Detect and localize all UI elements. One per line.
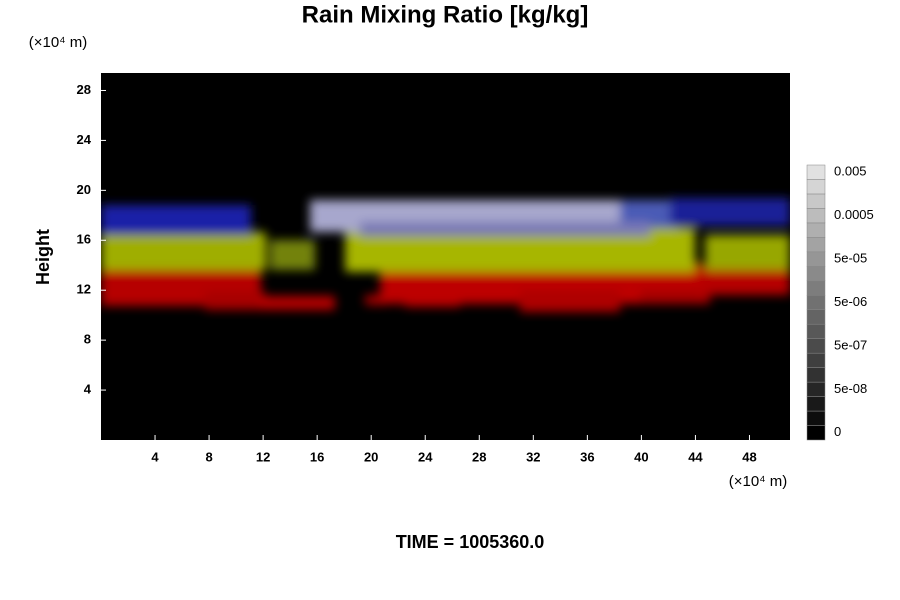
colorbar-segment: [806, 352, 826, 368]
x-tick-label: 4: [151, 449, 159, 464]
y-tick-label: 8: [84, 332, 91, 347]
x-tick-label: 28: [472, 449, 486, 464]
colorbar-segment: [806, 280, 826, 296]
colorbar-segment: [806, 295, 826, 310]
colorbar-segment: [806, 237, 826, 253]
time-label: TIME = 1005360.0: [396, 532, 545, 552]
colorbar-segment: [806, 410, 826, 426]
x-tick-label: 16: [310, 449, 324, 464]
colorbar-segment: [806, 179, 826, 195]
field-shading: [101, 198, 790, 312]
colorbar-segment: [806, 323, 826, 339]
colorbar-segment: [806, 381, 826, 397]
x-tick-label: 24: [418, 449, 433, 464]
y-tick-label: 4: [84, 382, 92, 397]
y-tick-label: 20: [77, 182, 91, 197]
y-tick-label: 12: [77, 282, 91, 297]
colorbar-segment: [806, 396, 826, 412]
x-tick-label: 8: [205, 449, 212, 464]
colorbar-segment: [806, 266, 826, 282]
colorbar-segment: [806, 367, 826, 383]
y-axis-label: Height: [33, 229, 53, 285]
x-tick-label: 32: [526, 449, 540, 464]
x-tick-label: 20: [364, 449, 378, 464]
x-tick-label: 44: [688, 449, 703, 464]
colorbar-label: 0.005: [834, 164, 867, 179]
y-tick-label: 16: [77, 232, 91, 247]
colorbar-segment: [806, 251, 826, 267]
colorbar-label: 5e-06: [834, 294, 867, 309]
y-units: (×10⁴ m): [29, 34, 88, 51]
y-tick-label: 24: [77, 132, 92, 147]
colorbar-label: 5e-08: [834, 381, 867, 396]
x-tick-label: 36: [580, 449, 594, 464]
colorbar-segment: [806, 193, 826, 209]
colorbar-segment: [806, 208, 826, 224]
colorbar-label: 0.0005: [834, 207, 874, 222]
colorbar-segment: [806, 164, 826, 180]
colorbar-label: 5e-05: [834, 251, 867, 266]
x-tick-label: 48: [742, 449, 756, 464]
colorbar-label: 0: [834, 424, 841, 439]
colorbar-segment: [806, 222, 826, 238]
colorbar-label: 5e-07: [834, 337, 867, 352]
x-tick-label: 40: [634, 449, 648, 464]
colorbar-segment: [806, 338, 826, 354]
colorbar-segment: [806, 309, 826, 325]
y-tick-label: 28: [77, 82, 91, 97]
colorbar-segment: [806, 425, 826, 441]
x-tick-label: 12: [256, 449, 270, 464]
x-units: (×10⁴ m): [729, 473, 788, 490]
chart-title: Rain Mixing Ratio [kg/kg]: [302, 1, 589, 28]
